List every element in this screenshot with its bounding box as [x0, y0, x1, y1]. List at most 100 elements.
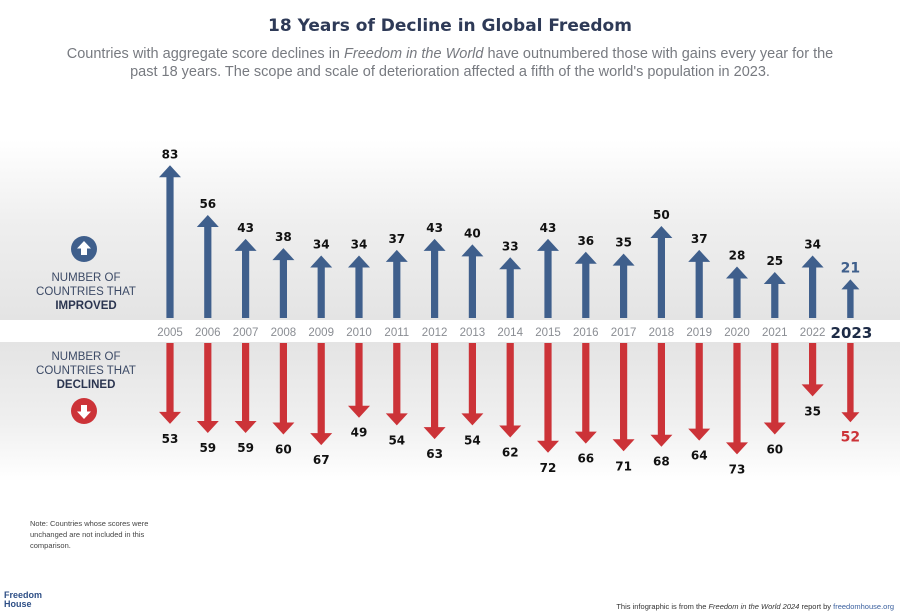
- year-label-2012: 2012: [422, 327, 448, 339]
- declined-background-band: [0, 342, 900, 482]
- year-label-2005: 2005: [157, 327, 183, 339]
- footer-url: freedomhouse.org: [833, 602, 894, 611]
- declined-arrow-2014: [499, 343, 522, 438]
- declined-value-2009: 67: [313, 453, 330, 467]
- improved-arrow-2021: [763, 272, 786, 318]
- subtitle-report-name: Freedom in the World: [344, 46, 484, 62]
- subtitle-text-end: have outnumbered those with gains every …: [130, 46, 834, 80]
- year-label-2018: 2018: [649, 327, 675, 339]
- improved-value-2008: 38: [275, 230, 292, 244]
- improved-value-2005: 83: [162, 147, 179, 161]
- improved-value-2014: 33: [502, 239, 519, 253]
- declined-value-2011: 54: [388, 433, 405, 447]
- subtitle-text-start: Countries with aggregate score declines …: [66, 46, 345, 62]
- improved-label: NUMBER OF COUNTRIES THAT IMPROVED: [30, 271, 142, 313]
- improved-value-2018: 50: [653, 208, 670, 222]
- year-label-2023: 2023: [831, 324, 873, 342]
- declined-arrow-2008: [272, 343, 295, 435]
- declined-label-line1: NUMBER OF: [51, 351, 121, 363]
- improved-arrow-2014: [499, 257, 522, 318]
- chart-title: 18 Years of Decline in Global Freedom: [268, 16, 632, 36]
- improved-value-2019: 37: [691, 232, 708, 246]
- declined-value-2016: 66: [577, 452, 594, 466]
- declined-arrow-2021: [763, 343, 786, 435]
- improved-arrow-2007: [234, 238, 257, 318]
- year-label-2014: 2014: [497, 327, 523, 339]
- declined-value-2022: 35: [804, 404, 821, 418]
- declined-value-2005: 53: [162, 432, 179, 446]
- year-label-2007: 2007: [233, 327, 259, 339]
- logo-line1: Freedom: [4, 590, 43, 600]
- declined-value-2007: 59: [237, 441, 254, 455]
- improved-background-band: [0, 140, 900, 320]
- up-arrow-circle-icon: [71, 236, 97, 262]
- declined-arrow-2012: [423, 343, 446, 440]
- declined-arrow-2017: [612, 343, 635, 452]
- down-arrow-circle-icon: [71, 398, 97, 424]
- year-label-2015: 2015: [535, 327, 561, 339]
- improved-arrow-2012: [423, 238, 446, 318]
- improved-value-2012: 43: [426, 221, 443, 235]
- year-label-2010: 2010: [346, 327, 372, 339]
- declined-arrow-2022: [801, 343, 824, 397]
- improved-arrow-2010: [348, 255, 370, 318]
- declined-value-2018: 68: [653, 455, 670, 469]
- improved-value-2010: 34: [351, 237, 368, 251]
- improved-arrow-2018: [650, 226, 673, 318]
- year-label-2019: 2019: [686, 327, 712, 339]
- improved-label-line2: COUNTRIES THAT: [36, 286, 136, 298]
- improved-arrow-2015: [537, 238, 559, 318]
- footer-text-mid: report by: [799, 602, 834, 611]
- improved-label-line3: IMPROVED: [55, 300, 117, 312]
- year-label-2021: 2021: [762, 327, 788, 339]
- improved-arrow-2011: [385, 249, 408, 318]
- improved-arrow-2023: [841, 279, 860, 318]
- declined-value-2019: 64: [691, 449, 708, 463]
- improved-value-2011: 37: [388, 232, 405, 246]
- chart-note: Note: Countries whose scores were unchan…: [30, 519, 149, 550]
- improved-arrow-2013: [461, 244, 484, 318]
- declined-label-line3: DECLINED: [56, 379, 116, 391]
- improved-value-2023: 21: [841, 260, 860, 276]
- declined-arrow-2019: [688, 343, 711, 441]
- declined-arrow-2013: [461, 343, 484, 426]
- improved-value-2015: 43: [540, 221, 557, 235]
- improved-label-line1: NUMBER OF: [51, 272, 121, 284]
- declined-value-2023: 52: [841, 429, 860, 445]
- improved-value-2016: 36: [577, 234, 594, 248]
- improved-value-2021: 25: [766, 254, 783, 268]
- declined-value-2012: 63: [426, 447, 443, 461]
- source-footer: This infographic is from the Freedom in …: [616, 602, 894, 611]
- declined-arrow-2007: [234, 343, 257, 433]
- declined-arrow-2010: [348, 343, 370, 418]
- logo-line2: House: [4, 599, 32, 609]
- year-label-2008: 2008: [271, 327, 297, 339]
- declined-value-2015: 72: [540, 461, 557, 475]
- declined-arrow-2011: [385, 343, 408, 426]
- improved-value-2007: 43: [237, 221, 254, 235]
- declined-arrow-2016: [574, 343, 597, 444]
- improved-arrow-2022: [801, 255, 824, 318]
- improved-value-2020: 28: [729, 248, 746, 262]
- declined-arrow-2023: [841, 343, 860, 423]
- improved-value-2009: 34: [313, 237, 330, 251]
- declined-arrow-2009: [310, 343, 333, 446]
- year-label-2017: 2017: [611, 327, 637, 339]
- year-label-2011: 2011: [384, 327, 409, 339]
- declined-value-2021: 60: [766, 443, 783, 457]
- declined-value-2006: 59: [199, 441, 216, 455]
- declined-arrow-2005: [159, 343, 181, 424]
- improved-arrow-2009: [310, 255, 333, 318]
- footer-text-start: This infographic is from the: [616, 602, 709, 611]
- footer-report-name: Freedom in the World 2024: [708, 602, 800, 611]
- declined-value-2017: 71: [615, 459, 632, 473]
- year-label-2013: 2013: [460, 327, 486, 339]
- declined-value-2014: 62: [502, 446, 519, 460]
- improved-value-2022: 34: [804, 237, 821, 251]
- declined-value-2010: 49: [351, 426, 368, 440]
- improved-arrow-2020: [726, 266, 748, 318]
- declined-arrow-2006: [196, 343, 219, 433]
- declined-value-2020: 73: [729, 462, 746, 476]
- improved-arrow-2017: [612, 253, 635, 318]
